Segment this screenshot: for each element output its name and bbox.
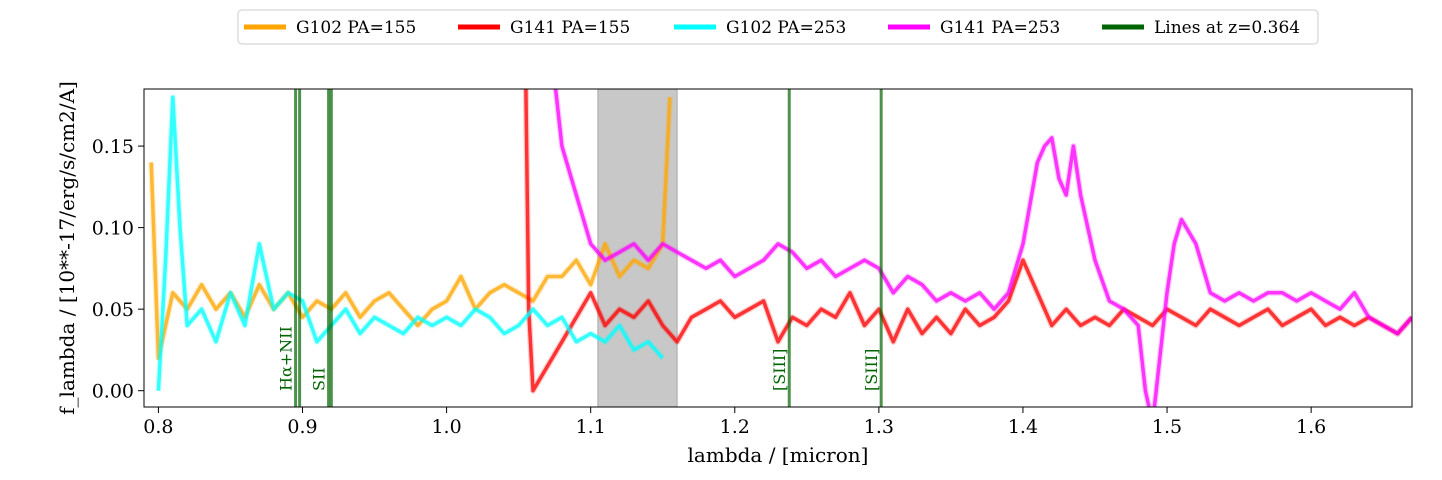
x-tick-label: 1.4 xyxy=(1008,416,1038,438)
x-axis: 0.8 0.9 1.0 1.1 1.2 1.3 1.4 1.5 1.6 xyxy=(143,407,1326,438)
x-tick-label: 1.6 xyxy=(1296,416,1326,438)
emission-line-label-5: [SIII] xyxy=(770,349,789,391)
legend-label-g141-pa-155: G141 PA=155 xyxy=(510,18,630,38)
x-tick-label: 1.1 xyxy=(576,416,606,438)
legend-label-lines-at-z-0-364: Lines at z=0.364 xyxy=(1154,18,1300,38)
emission-line-label-3: SII xyxy=(310,367,329,391)
series-g102-pa-253-raw xyxy=(155,94,665,391)
series-g102-pa-155 xyxy=(149,97,672,360)
emission-line-label-1: Hα+NII xyxy=(277,326,296,391)
legend-label-g102-pa-253: G102 PA=253 xyxy=(726,18,846,38)
y-tick-label: 0.00 xyxy=(92,381,134,403)
x-tick-label: 0.8 xyxy=(143,416,173,438)
legend-label-g141-pa-253: G141 PA=253 xyxy=(940,18,1060,38)
emission-line-label-6: [SIII] xyxy=(862,349,881,391)
x-tick-label: 1.3 xyxy=(864,416,894,438)
y-tick-label: 0.15 xyxy=(92,136,134,158)
y-tick-label: 0.10 xyxy=(92,218,134,240)
series-g141-pa-253-raw xyxy=(552,89,1412,407)
series-g141-pa-155 xyxy=(524,89,1412,393)
series-g141-pa-253 xyxy=(553,89,1412,407)
series-g102-pa-253 xyxy=(156,95,665,391)
legend-label-g102-pa-155: G102 PA=155 xyxy=(296,18,416,38)
x-axis-label: lambda / [micron] xyxy=(688,443,869,467)
x-tick-label: 1.5 xyxy=(1152,416,1182,438)
x-tick-label: 1.0 xyxy=(431,416,461,438)
x-tick-label: 1.2 xyxy=(720,416,750,438)
legend: G102 PA=155 G141 PA=155 G102 PA=253 G141 PA… xyxy=(237,9,1319,45)
y-tick-label: 0.05 xyxy=(92,299,134,321)
x-tick-label: 0.9 xyxy=(287,416,317,438)
y-axis: 0.00 0.05 0.10 0.15 xyxy=(92,136,144,403)
plot-frame xyxy=(143,88,1413,408)
y-axis-label: f_lambda / [10**-17/erg/s/cm2/A] xyxy=(55,81,79,415)
legend-frame xyxy=(237,9,1319,45)
